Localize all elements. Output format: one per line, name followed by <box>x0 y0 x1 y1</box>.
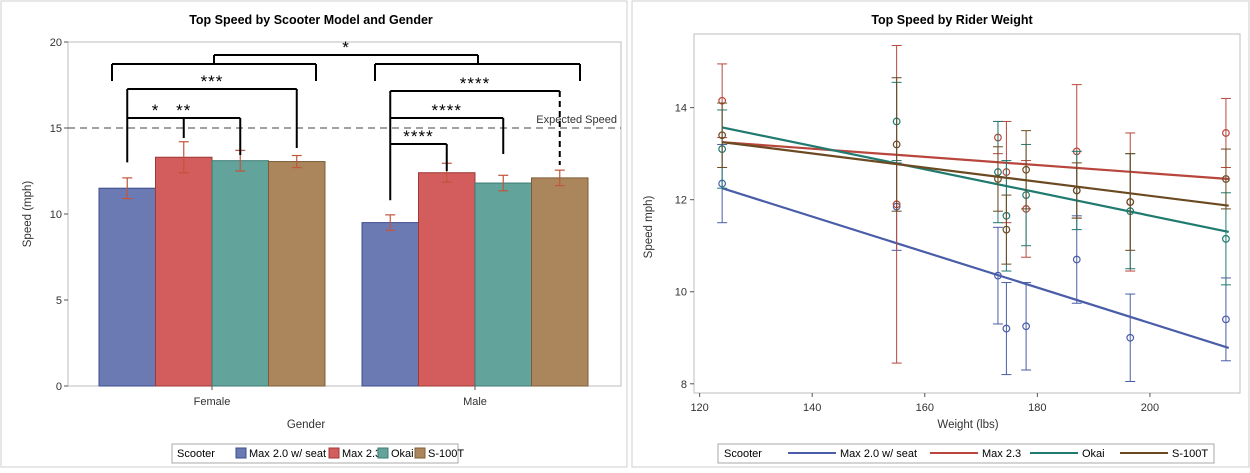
point-s-100t <box>1002 225 1011 234</box>
fit-line-max-2-0-w-seat <box>721 187 1230 349</box>
left-legend-swatch-max20 <box>235 447 247 459</box>
right-legend-label-s100t: S-100T <box>1172 448 1208 460</box>
left-legend-label-okai: Okai <box>391 448 414 460</box>
left-y-tick-label: 15 <box>50 123 62 135</box>
right-x-tick-label: 200 <box>1141 402 1159 414</box>
sig-female-max20-s100t-label: *** <box>201 72 224 91</box>
point-s-100t <box>1222 175 1230 183</box>
bar-okai-female <box>211 160 269 387</box>
left-legend-swatch-s100t <box>414 447 426 459</box>
point-s-100t <box>892 140 901 149</box>
right-plot-frame <box>693 33 1241 394</box>
left-legend-title: Scooter <box>177 448 215 460</box>
point-max-2-0-w-seat <box>1222 315 1230 324</box>
left-x-tick-label: Female <box>194 396 231 408</box>
point-s-100t <box>1072 186 1081 195</box>
right-y-tick-label: 8 <box>681 379 687 391</box>
bar-max-2-0-w-seat-female <box>98 187 156 387</box>
left-legend-swatch-max23 <box>328 447 340 459</box>
bar-s-100t-female <box>268 161 326 387</box>
right-x-axis-label: Weight (lbs) <box>937 419 998 431</box>
right-x-tick-label: 140 <box>803 402 821 414</box>
right-panel-frame <box>631 0 1250 468</box>
right-y-tick-label: 10 <box>675 287 687 299</box>
sig-male-max20-okai-label: **** <box>432 101 462 120</box>
right-plot-area: 8 10 12 14 120 140 160 180 200 <box>675 33 1241 414</box>
bar-max-2-0-w-seat-male <box>361 222 419 387</box>
right-y-tick-label: 12 <box>675 195 687 207</box>
right-x-tick-label: 120 <box>690 402 708 414</box>
point-max-2-0-w-seat <box>1072 255 1081 264</box>
sig-female-max20-max23-label: * <box>152 101 160 120</box>
left-y-axis-label: Speed (mph) <box>22 181 34 248</box>
right-chart-title: Top Speed by Rider Weight <box>871 13 1033 27</box>
point-max-2-0-w-seat <box>1022 322 1031 331</box>
bar-max-2-3-male <box>418 172 476 387</box>
right-x-tick-label: 160 <box>916 402 934 414</box>
right-x-tick-label: 180 <box>1028 402 1046 414</box>
sig-male-max20-s100t-label: **** <box>460 74 490 93</box>
left-y-tick-label: 10 <box>50 209 62 221</box>
left-x-tick-label: Male <box>463 396 487 408</box>
fit-line-okai <box>721 126 1229 233</box>
left-legend-swatch-okai <box>377 447 389 459</box>
sig-female-max20-okai-label: ** <box>176 101 191 120</box>
left-x-axis-label: Gender <box>287 419 326 431</box>
point-max-2-3 <box>1222 129 1230 137</box>
bar-s-100t-male <box>531 177 589 387</box>
left-legend-label-max23: Max 2.3 <box>342 448 381 460</box>
point-s-100t <box>994 175 1002 183</box>
left-y-tick-label: 20 <box>50 37 62 49</box>
expected-speed-label: Expected Speed <box>536 114 617 126</box>
point-s-100t <box>1022 165 1031 174</box>
right-legend-label-okai: Okai <box>1082 448 1105 460</box>
left-y-tick-label: 5 <box>56 295 62 307</box>
sig-male-max20-max23-label: **** <box>403 127 433 146</box>
right-legend-title: Scooter <box>724 448 762 460</box>
left-legend-label-max20: Max 2.0 w/ seat <box>249 448 326 460</box>
bar-okai-male <box>474 182 532 387</box>
right-y-tick-label: 14 <box>675 103 687 115</box>
left-legend-label-s100t: S-100T <box>428 448 464 460</box>
left-legend: Scooter Max 2.0 w/ seat Max 2.3 Okai S-1… <box>171 443 464 464</box>
right-legend-label-max20: Max 2.0 w/ seat <box>840 448 917 460</box>
point-max-2-0-w-seat <box>994 271 1002 280</box>
point-okai <box>1222 234 1230 243</box>
point-s-100t <box>1126 198 1135 206</box>
left-y-tick-label: 0 <box>56 381 62 393</box>
right-legend: Scooter Max 2.0 w/ seat Max 2.3 Okai S-1… <box>717 443 1215 464</box>
right-y-axis-label: Speed mph) <box>643 196 655 259</box>
sig-gender-label: * <box>342 38 350 57</box>
point-max-2-0-w-seat <box>1126 333 1135 342</box>
left-chart-title: Top Speed by Scooter Model and Gender <box>189 13 433 27</box>
right-legend-label-max23: Max 2.3 <box>982 448 1021 460</box>
fit-line-max-2-3 <box>722 141 1229 181</box>
bar-max-2-3-female <box>155 156 213 387</box>
fit-line-s-100t <box>722 141 1229 207</box>
point-s-100t <box>718 131 727 140</box>
point-max-2-0-w-seat <box>1002 324 1011 333</box>
